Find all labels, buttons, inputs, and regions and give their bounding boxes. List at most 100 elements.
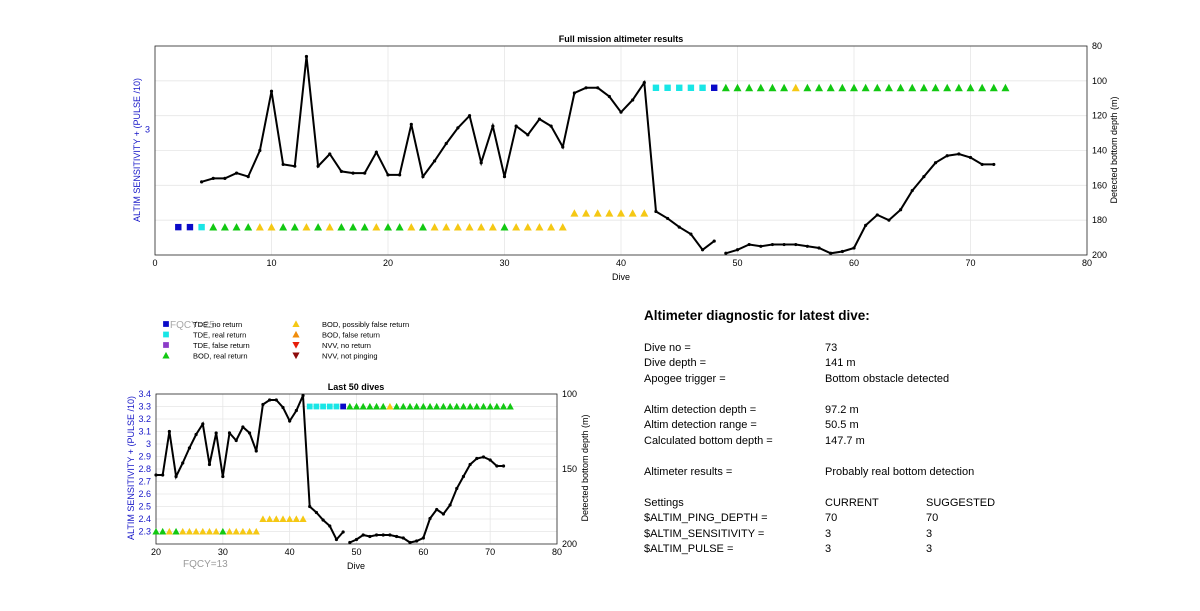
marker xyxy=(299,515,307,523)
marker xyxy=(292,515,300,523)
dive-depth-row: Dive depth = 141 m xyxy=(644,356,1164,372)
marker xyxy=(943,83,952,92)
marker xyxy=(919,83,928,92)
marker xyxy=(386,402,394,410)
marker xyxy=(407,223,416,231)
marker xyxy=(486,402,494,410)
legend-label: NVV, no return xyxy=(322,341,371,350)
depth-point xyxy=(782,242,786,247)
marker xyxy=(523,223,532,231)
marker xyxy=(1001,83,1010,92)
marker xyxy=(267,223,276,231)
marker xyxy=(162,351,170,359)
depth-point xyxy=(491,124,495,128)
y-tick-label: 3.3 xyxy=(138,402,151,412)
setting-suggested: 3 xyxy=(926,543,933,555)
marker xyxy=(931,83,940,92)
marker xyxy=(225,527,234,535)
marker xyxy=(954,83,963,92)
marker xyxy=(292,330,300,338)
depth-point xyxy=(840,249,844,254)
bottom-grid xyxy=(155,393,558,544)
legend-label: BOD, possibly false return xyxy=(322,320,409,329)
depth-line xyxy=(725,152,994,255)
x-tick-label: 20 xyxy=(151,547,161,557)
depth-point xyxy=(712,239,716,243)
marker xyxy=(465,223,474,231)
depth-line xyxy=(201,56,715,252)
marker xyxy=(292,341,300,349)
marker xyxy=(313,403,320,410)
marker xyxy=(279,515,287,523)
marker xyxy=(711,84,718,91)
legend-label: BOD, false return xyxy=(322,331,380,340)
results-value: Probably real bottom detection xyxy=(825,465,975,478)
depth-point xyxy=(481,455,486,459)
bottom-y-axis-label: ALTIM SENSITIVITY + (PULSE /10) xyxy=(126,396,136,540)
marker xyxy=(185,527,194,535)
marker xyxy=(466,402,474,410)
marker xyxy=(768,83,777,92)
depth-point xyxy=(408,540,412,545)
marker xyxy=(384,223,392,231)
marker xyxy=(406,402,414,410)
depth-point xyxy=(174,474,178,479)
marker xyxy=(152,527,160,535)
depth-point xyxy=(654,209,658,214)
depth-point xyxy=(502,175,507,179)
y-tick-label: 2.6 xyxy=(138,489,151,499)
marker xyxy=(239,527,247,535)
legend-ghost-text: FQCY=25 xyxy=(170,320,215,331)
y2-tick-label: 100 xyxy=(562,389,577,399)
depth-point xyxy=(341,530,345,534)
depth-point xyxy=(368,534,372,539)
current-header: CURRENT xyxy=(825,496,879,509)
marker xyxy=(346,402,354,410)
depth-point xyxy=(794,242,798,247)
marker xyxy=(163,321,169,327)
depth-point xyxy=(805,244,810,248)
depth-point xyxy=(161,473,165,477)
depth-point xyxy=(619,110,623,114)
setting-name: $ALTIM_SENSITIVITY = xyxy=(644,527,765,540)
depth-point xyxy=(435,507,439,512)
marker xyxy=(453,402,461,410)
depth-point xyxy=(187,446,192,450)
marker xyxy=(733,83,742,92)
marker xyxy=(232,527,240,535)
legend-label: BOD, real return xyxy=(193,352,248,361)
apogee-row: Apogee trigger = Bottom obstacle detecte… xyxy=(644,372,1164,388)
suggested-header: SUGGESTED xyxy=(926,496,996,509)
depth-point xyxy=(293,164,297,168)
depth-point xyxy=(374,533,379,537)
depth-point xyxy=(899,208,903,212)
depth-point xyxy=(268,398,272,402)
marker xyxy=(459,402,468,410)
last-50-dives-chart: Last 50 dives Dive ALTIM SENSITIVITY + (… xyxy=(126,382,590,571)
depth-point xyxy=(852,246,856,250)
depth-point xyxy=(642,80,646,85)
marker xyxy=(352,402,361,410)
marker xyxy=(320,403,326,410)
y2-tick-label: 180 xyxy=(1092,215,1107,225)
depth-point xyxy=(549,124,553,128)
depth-point xyxy=(246,175,250,179)
depth-point xyxy=(409,122,413,126)
y-tick-label: 3 xyxy=(146,439,151,449)
diagnostic-title: Altimeter diagnostic for latest dive: xyxy=(644,308,870,323)
marker xyxy=(252,527,260,535)
depth-point xyxy=(201,422,205,426)
x-tick-label: 70 xyxy=(485,547,495,557)
depth-point xyxy=(992,162,996,167)
top-y-axis-label: ALTIM SENSITIVITY + (PULSE /10) xyxy=(132,78,142,222)
depth-point xyxy=(461,474,466,479)
depth-point xyxy=(933,161,938,165)
y-tick-label: 3.2 xyxy=(138,414,151,424)
marker xyxy=(372,223,381,231)
marker xyxy=(360,223,369,231)
depth-point xyxy=(328,152,332,156)
marker xyxy=(966,83,975,92)
marker xyxy=(395,223,404,231)
marker xyxy=(306,403,313,410)
dive-no-row: Dive no = 73 xyxy=(644,341,1164,357)
